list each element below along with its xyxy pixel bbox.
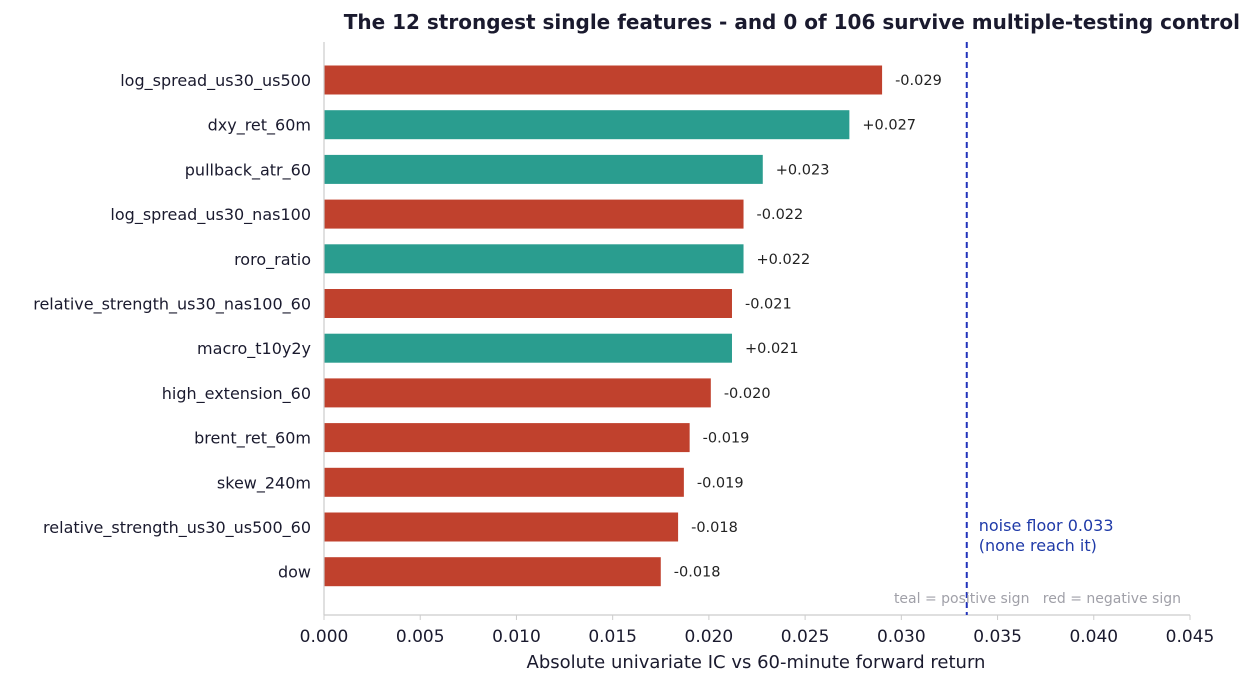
value-label: -0.018 — [691, 520, 738, 536]
noise-floor-label: noise floor 0.033 — [979, 516, 1114, 535]
x-tick-label: 0.000 — [300, 627, 349, 647]
category-label: dxy_ret_60m — [208, 116, 311, 136]
category-label: log_spread_us30_nas100 — [110, 205, 311, 225]
value-label: +0.021 — [745, 341, 799, 357]
category-label: brent_ret_60m — [194, 429, 311, 449]
value-label: -0.021 — [745, 297, 792, 313]
x-ticks-group: 0.000 0.005 0.010 0.015 0.020 0.025 0.030 0.035… — [300, 615, 1215, 647]
category-label: relative_strength_us30_us500_60 — [43, 518, 311, 538]
value-label: -0.022 — [757, 207, 804, 223]
x-tick-label: 0.045 — [1166, 627, 1215, 647]
x-tick-label: 0.025 — [781, 627, 830, 647]
category-label: dow — [278, 563, 311, 582]
category-label: skew_240m — [217, 473, 311, 493]
value-label: -0.019 — [697, 475, 744, 491]
x-tick-label: 0.020 — [685, 627, 734, 647]
x-axis-label: Absolute univariate IC vs 60-minute forw… — [527, 652, 986, 673]
value-label: +0.027 — [862, 118, 916, 134]
value-label: +0.022 — [757, 252, 811, 268]
value-label: -0.029 — [895, 73, 942, 89]
category-label: macro_t10y2y — [197, 339, 311, 359]
category-label: roro_ratio — [234, 250, 311, 270]
x-tick-label: 0.010 — [492, 627, 541, 647]
category-label: pullback_atr_60 — [185, 160, 311, 180]
noise-floor-sublabel: (none reach it) — [979, 536, 1097, 555]
value-label: -0.020 — [724, 386, 771, 402]
bar-brent_ret_60m — [324, 423, 690, 453]
value-labels-group: -0.029 +0.027 +0.023 -0.022 +0.022 -0.021 +0.0… — [674, 73, 942, 581]
category-label: log_spread_us30_us500 — [120, 71, 311, 91]
value-label: +0.023 — [776, 162, 830, 178]
bar-roro_ratio — [324, 244, 744, 274]
bar-dow — [324, 557, 661, 587]
bar-high_extension_60 — [324, 378, 711, 408]
category-label: relative_strength_us30_nas100_60 — [33, 295, 311, 315]
chart-title: The 12 strongest single features - and 0… — [344, 10, 1240, 34]
bar-log_spread_us30_us500 — [324, 65, 883, 95]
category-labels-group: log_spread_us30_us500 dxy_ret_60m pullback… — [33, 71, 311, 582]
bar-macro_t10y2y — [324, 333, 732, 363]
bar-relative_strength_us30_us500_60 — [324, 512, 679, 542]
bar-log_spread_us30_nas100 — [324, 199, 744, 229]
bars-group — [324, 65, 883, 587]
value-label: -0.018 — [674, 565, 721, 581]
x-tick-label: 0.040 — [1069, 627, 1118, 647]
bar-skew_240m — [324, 467, 684, 497]
x-tick-label: 0.035 — [973, 627, 1022, 647]
x-tick-label: 0.015 — [588, 627, 637, 647]
x-tick-label: 0.030 — [877, 627, 926, 647]
category-label: high_extension_60 — [162, 384, 311, 404]
x-tick-label: 0.005 — [396, 627, 445, 647]
value-label: -0.019 — [703, 431, 750, 447]
bar-pullback_atr_60 — [324, 154, 763, 184]
bar-dxy_ret_60m — [324, 110, 850, 140]
bar-relative_strength_us30_nas100_60 — [324, 289, 732, 318]
sign-legend-note: teal = positive sign red = negative sign — [894, 591, 1181, 607]
